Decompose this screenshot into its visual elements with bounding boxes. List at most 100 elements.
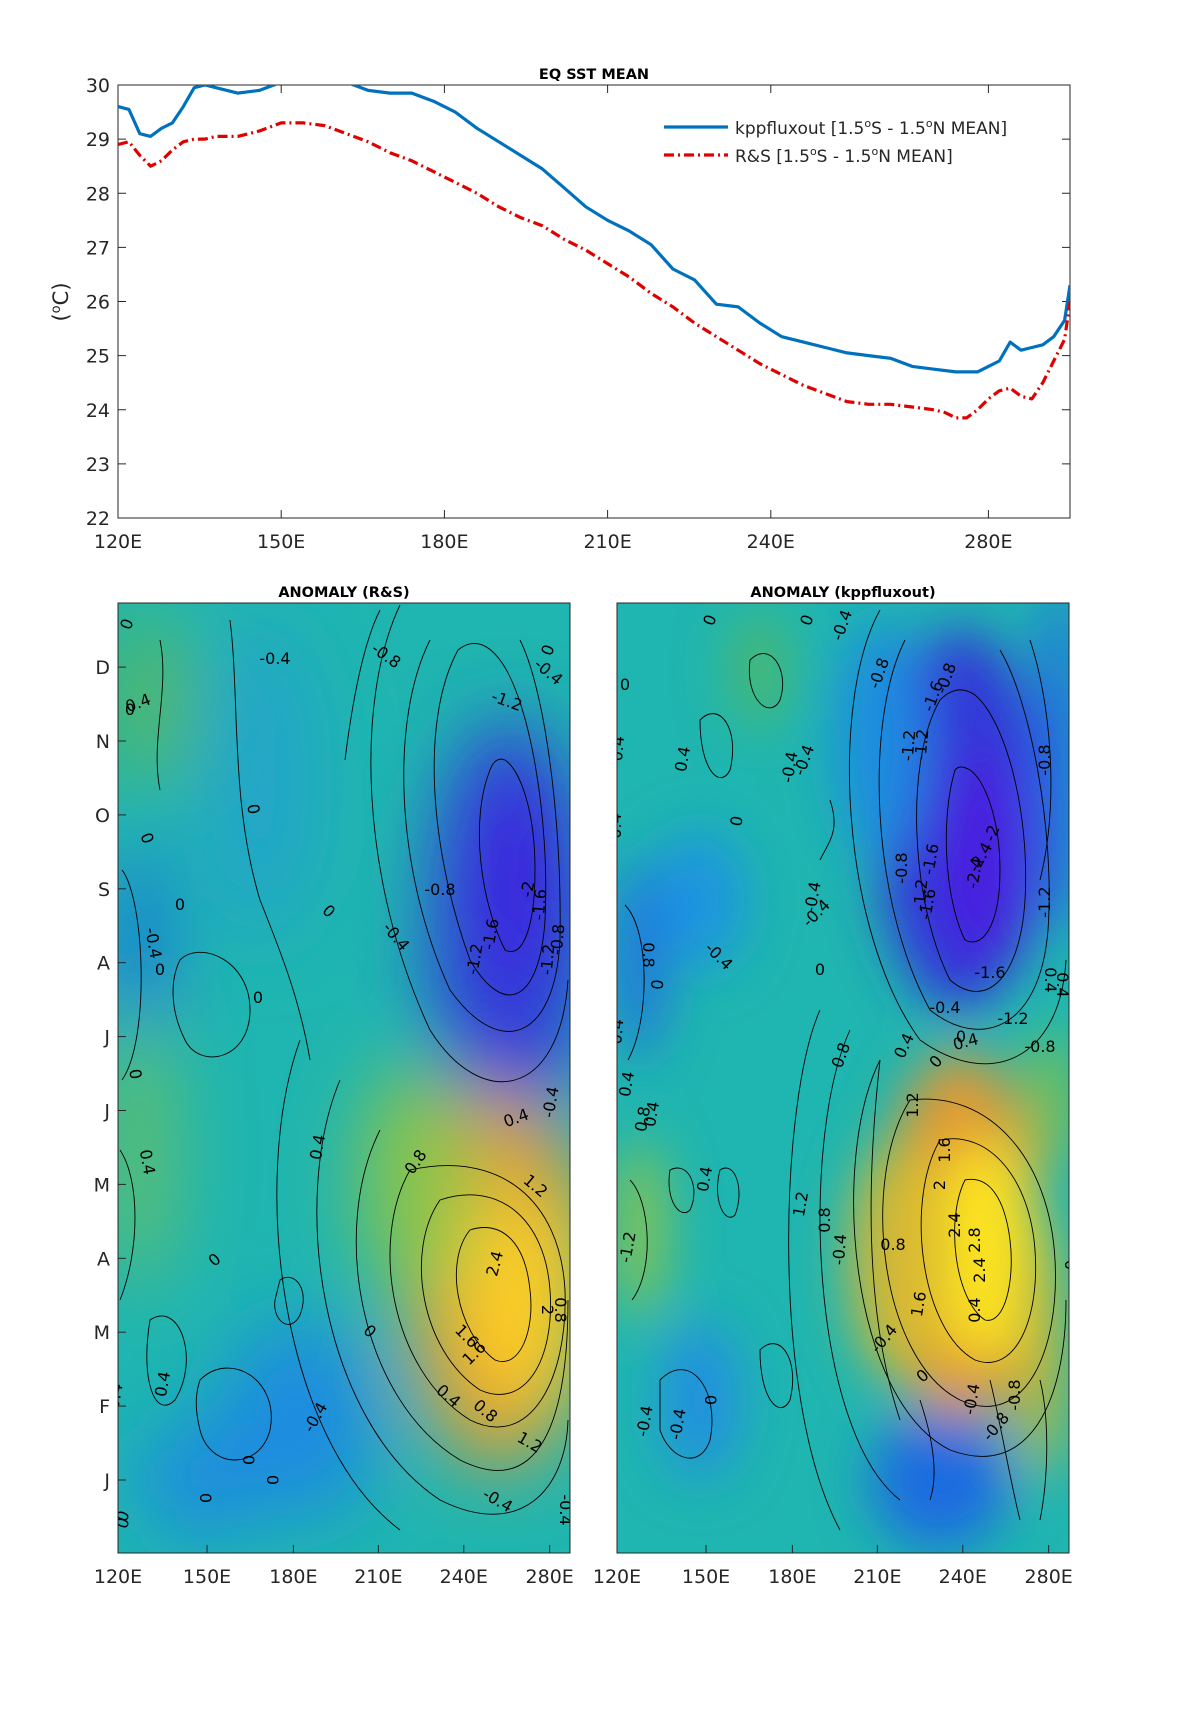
rs-contour-label: 2 <box>538 1305 557 1315</box>
kpp-contour-label: 1.6 <box>935 1137 954 1162</box>
x-tick-label: 180E <box>768 1566 816 1588</box>
anomaly-kpp-x-axis: 120E 150E 180E 210E 240E 280E <box>593 1545 1073 1588</box>
x-tick-label: 180E <box>269 1566 317 1588</box>
rs-contour-label: 0 <box>253 988 263 1007</box>
y-tick-label-month: J <box>103 1470 110 1492</box>
kpp-contour-label: -1.2 <box>898 729 920 762</box>
sst-mean-chart: EQ SST MEAN 120E 150E 180E 210E 240E 280E 222… <box>49 67 1071 553</box>
anomaly-kpp-plot-area <box>616 602 1070 1554</box>
y-tick-label: 28 <box>86 183 110 205</box>
kpp-contour-label: 0 <box>726 814 746 827</box>
x-tick-label: 120E <box>593 1566 641 1588</box>
rs-contour-label: -0.8 <box>424 880 455 899</box>
x-tick-label: 280E <box>964 531 1012 553</box>
rs-contour-label: 0.4 <box>306 1133 329 1161</box>
rs-contour-label: 0.4 <box>136 1148 159 1176</box>
kpp-contour-label: 0.8 <box>880 1235 905 1254</box>
legend-label-kppfluxout: kppfluxout [1.5oS - 1.5oN MEAN] <box>735 117 1007 139</box>
kpp-contour-label: 0.4 <box>693 1165 716 1193</box>
y-tick-label-month: A <box>97 953 110 975</box>
x-tick-label: 180E <box>420 531 468 553</box>
kpp-contour-label: -0.8 <box>1024 1037 1055 1056</box>
rs-contour-label: -1.2 <box>537 943 559 976</box>
x-tick-label: 240E <box>747 531 795 553</box>
anomaly-rs-title: ANOMALY (R&S) <box>278 585 409 601</box>
kpp-contour-label: -1.2 <box>910 878 932 911</box>
rs-contour-label: -0.8 <box>547 923 569 956</box>
legend: kppfluxout [1.5oS - 1.5oN MEAN] R&S [1.5… <box>664 117 1007 167</box>
kpp-contour-label: 1.2 <box>789 1190 812 1218</box>
kpp-contour-label: 1.6 <box>907 1290 930 1318</box>
line-plot-area <box>117 84 1071 519</box>
x-tick-label: 150E <box>682 1566 730 1588</box>
x-tick-label: 280E <box>526 1566 574 1588</box>
y-tick-label-month: A <box>97 1248 110 1270</box>
y-tick-label-month: O <box>95 805 110 827</box>
rs-contour-label: 0 <box>196 1493 215 1503</box>
kpp-contour-label: -2 <box>980 822 1003 843</box>
series-line-rs <box>118 121 1070 420</box>
kpp-contour-label: -0.8 <box>1005 1379 1024 1410</box>
kpp-contour-label: 2.4 <box>945 1212 964 1237</box>
x-tick-label: 150E <box>257 531 305 553</box>
rs-contour-label: 0 <box>125 700 135 719</box>
kpp-contour-label: 0.4 <box>606 813 625 838</box>
kpp-contour-label: 0.4 <box>615 1070 638 1098</box>
rs-contour-label: 0 <box>263 1475 282 1485</box>
x-tick-label: 150E <box>183 1566 231 1588</box>
y-tick-label-month: J <box>103 1101 110 1123</box>
kpp-contour-label: 0 <box>620 675 630 694</box>
line-series-group <box>118 85 1070 420</box>
anomaly-rs-plot-area <box>117 602 571 1554</box>
kpp-contour-label: 1.2 <box>903 1092 922 1117</box>
rs-contour-label: -0.4 <box>556 1494 575 1525</box>
kpp-contour-label: 2 <box>930 1180 949 1190</box>
kpp-contour-label: -0.8 <box>1035 744 1054 775</box>
y-tick-label-month: F <box>99 1396 110 1418</box>
y-tick-label-month: M <box>94 1322 110 1344</box>
y-tick-label: 29 <box>86 129 110 151</box>
kpp-contour-label: -1.2 <box>1035 886 1054 917</box>
y-tick-label-month: M <box>94 1174 110 1196</box>
kpp-contour-label: 2.4 <box>970 1257 989 1282</box>
kpp-contour-label: 0.4 <box>1053 972 1072 997</box>
kpp-contour-label: 0.8 <box>639 942 658 967</box>
kpp-contour-label: -0.4 <box>829 1233 851 1266</box>
y-tick-label-month: N <box>96 731 110 753</box>
y-tick-label: 27 <box>86 237 110 259</box>
kpp-contour-label: 0 <box>815 960 825 979</box>
rs-contour-label: 0 <box>155 960 165 979</box>
x-tick-label: 120E <box>94 531 142 553</box>
kpp-contour-label: -0.4 <box>606 1018 628 1051</box>
kpp-contour-label: 0 <box>648 979 668 991</box>
x-tick-label: 240E <box>440 1566 488 1588</box>
x-tick-label: 120E <box>94 1566 142 1588</box>
rs-contour-label: -1.6 <box>529 888 551 921</box>
kpp-contour-label: 0.8 <box>815 1207 834 1232</box>
y-axis-label: (oC) <box>49 282 73 321</box>
y-tick-label-month: S <box>98 879 110 901</box>
kpp-contour-label: -1.6 <box>974 963 1005 982</box>
x-tick-label: 240E <box>939 1566 987 1588</box>
anomaly-kpp-chart: ANOMALY (kppfluxout) <box>593 585 1080 1588</box>
rs-contour-label: 0 <box>239 1455 258 1465</box>
rs-contour-label: 0.4 <box>151 1370 174 1398</box>
rs-contour-label: 0.8 <box>551 1297 570 1322</box>
kpp-contour-label: 0 <box>1061 1260 1080 1270</box>
rs-contour-label: -2 <box>517 880 538 899</box>
kpp-contour-label: -1.2 <box>911 728 933 761</box>
y-tick-label: 30 <box>86 75 110 97</box>
y-tick-label: 24 <box>86 400 110 422</box>
anomaly-rs-x-axis: 120E 150E 180E 210E 240E 280E <box>94 1545 574 1588</box>
kpp-contour-label: 0.4 <box>671 745 694 773</box>
kpp-contour-label: 0.4 <box>607 735 628 762</box>
kpp-contour-label: 0 <box>701 1395 720 1405</box>
y-tick-label: 22 <box>86 508 110 530</box>
y-tick-label: 23 <box>86 454 110 476</box>
y-tick-label-month: J <box>103 1027 110 1049</box>
rs-contour-label: -0.4 <box>259 649 290 668</box>
x-tick-label: 210E <box>354 1566 402 1588</box>
anomaly-rs-field: 00-0.4 -0.8 00.4 -1.2-0.400-2-1.6-0.80 0-0.4… <box>118 603 575 1553</box>
kpp-contour-label: -1.2 <box>616 1230 640 1264</box>
